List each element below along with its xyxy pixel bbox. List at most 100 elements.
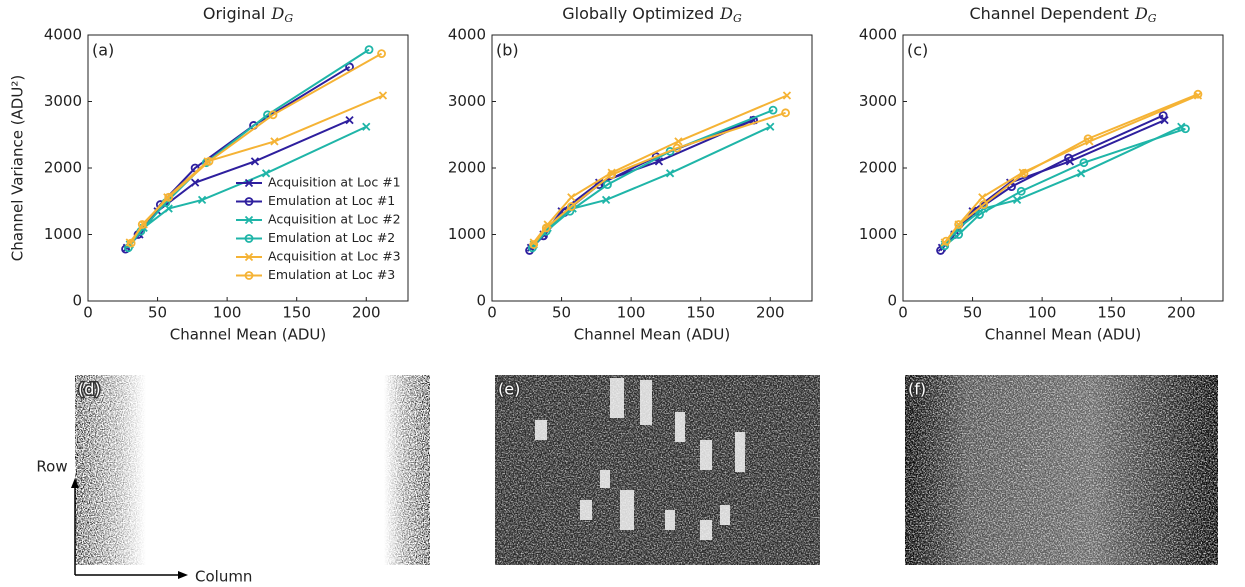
x-tick-label: 0	[83, 304, 93, 322]
y-tick-label: 2000	[448, 159, 486, 177]
marker-x	[345, 115, 354, 125]
legend-label: Acquisition at Loc #1	[268, 175, 401, 190]
plot-frame	[491, 34, 813, 302]
title-math: D	[1134, 4, 1148, 23]
column-label: Column	[195, 568, 252, 586]
marker-x	[782, 91, 792, 100]
marker-circle	[781, 108, 790, 118]
chart-title: Channel Dependent DG	[969, 4, 1156, 26]
title-math: D	[719, 4, 733, 23]
y-tick-label: 1000	[44, 225, 82, 243]
marker-circle	[1193, 89, 1203, 99]
title-math: D	[270, 4, 284, 23]
marker-circle	[244, 197, 254, 206]
legend-label: Emulation at Loc #2	[268, 230, 395, 245]
marker-circle	[377, 49, 386, 59]
y-tick-label: 4000	[44, 26, 82, 44]
legend-label: Emulation at Loc #1	[268, 193, 395, 208]
legend-label: Acquisition at Loc #2	[268, 212, 401, 227]
y-tick-label: 0	[72, 292, 82, 310]
y-axis-label: Channel Variance (ADU²)	[9, 75, 27, 261]
marker-circle	[768, 105, 778, 115]
marker-circle	[941, 236, 951, 246]
image-axes	[74, 485, 180, 576]
title-subscript: G	[733, 12, 742, 25]
marker-circle	[345, 62, 354, 72]
arrow-head	[71, 478, 79, 488]
chart-title: Original DG	[203, 4, 293, 26]
marker-circle	[364, 45, 374, 55]
row-label: Row	[36, 458, 67, 476]
image-e	[495, 375, 820, 565]
x-tick-label: 150	[686, 304, 715, 322]
marker-x	[190, 178, 200, 187]
x-tick-label: 150	[282, 304, 311, 322]
marker-circle	[204, 156, 214, 166]
marker-x	[197, 195, 207, 205]
marker-x	[261, 169, 271, 178]
image-label: (d)	[78, 380, 101, 399]
y-tick-label: 3000	[44, 92, 82, 110]
marker-x	[674, 137, 683, 146]
marker-circle	[1016, 186, 1026, 196]
marker-circle	[1158, 111, 1168, 120]
series-line	[944, 127, 1186, 247]
x-axis-label: Channel Mean (ADU)	[985, 326, 1141, 344]
marker-circle	[529, 240, 539, 249]
x-tick-label: 50	[148, 304, 167, 322]
y-tick-label: 2000	[44, 159, 82, 177]
marker-x	[244, 178, 254, 188]
x-tick-label: 100	[213, 304, 242, 322]
legend-label: Acquisition at Loc #3	[268, 249, 401, 264]
marker-circle	[607, 170, 617, 180]
y-tick-label: 3000	[859, 92, 897, 110]
marker-x	[270, 137, 279, 146]
marker-x	[594, 178, 604, 187]
image-f	[905, 375, 1218, 565]
x-tick-label: 50	[963, 304, 982, 322]
x-tick-label: 0	[487, 304, 497, 322]
image-label: (e)	[498, 380, 520, 399]
x-tick-label: 200	[1167, 304, 1196, 322]
image-label: (f)	[908, 380, 926, 399]
title-subscript: G	[284, 12, 293, 25]
marker-circle	[244, 234, 254, 243]
marker-circle	[979, 200, 989, 209]
title-text: Original	[203, 4, 266, 23]
marker-circle	[954, 220, 964, 229]
marker-circle	[975, 210, 984, 219]
marker-circle	[1019, 168, 1029, 178]
marker-circle	[268, 110, 278, 120]
marker-x	[1012, 195, 1022, 205]
marker-circle	[603, 180, 612, 190]
marker-circle	[566, 202, 576, 211]
x-tick-label: 200	[352, 304, 381, 322]
y-tick-label: 1000	[448, 225, 486, 243]
y-tick-label: 4000	[859, 26, 897, 44]
marker-circle	[672, 143, 682, 153]
title-subscript: G	[1148, 12, 1157, 25]
marker-circle	[126, 238, 136, 248]
x-tick-label: 100	[1028, 304, 1057, 322]
x-tick-label: 50	[552, 304, 571, 322]
x-tick-label: 200	[756, 304, 785, 322]
series-line	[532, 94, 788, 244]
x-axis-label: Channel Mean (ADU)	[170, 326, 326, 344]
y-tick-label: 0	[476, 292, 486, 310]
marker-x	[244, 215, 254, 225]
panel-label: (c)	[907, 41, 928, 60]
legend-label: Emulation at Loc #3	[268, 267, 395, 282]
panel-label: (a)	[92, 41, 114, 60]
marker-x	[362, 122, 371, 131]
marker-circle	[1064, 153, 1073, 163]
x-tick-label: 150	[1097, 304, 1126, 322]
marker-circle	[541, 223, 551, 233]
y-tick-label: 1000	[859, 225, 897, 243]
marker-circle	[1083, 134, 1093, 144]
marker-x	[244, 252, 254, 262]
marker-x	[378, 91, 388, 100]
x-tick-label: 100	[617, 304, 646, 322]
marker-circle	[954, 230, 964, 239]
marker-circle	[137, 220, 147, 229]
